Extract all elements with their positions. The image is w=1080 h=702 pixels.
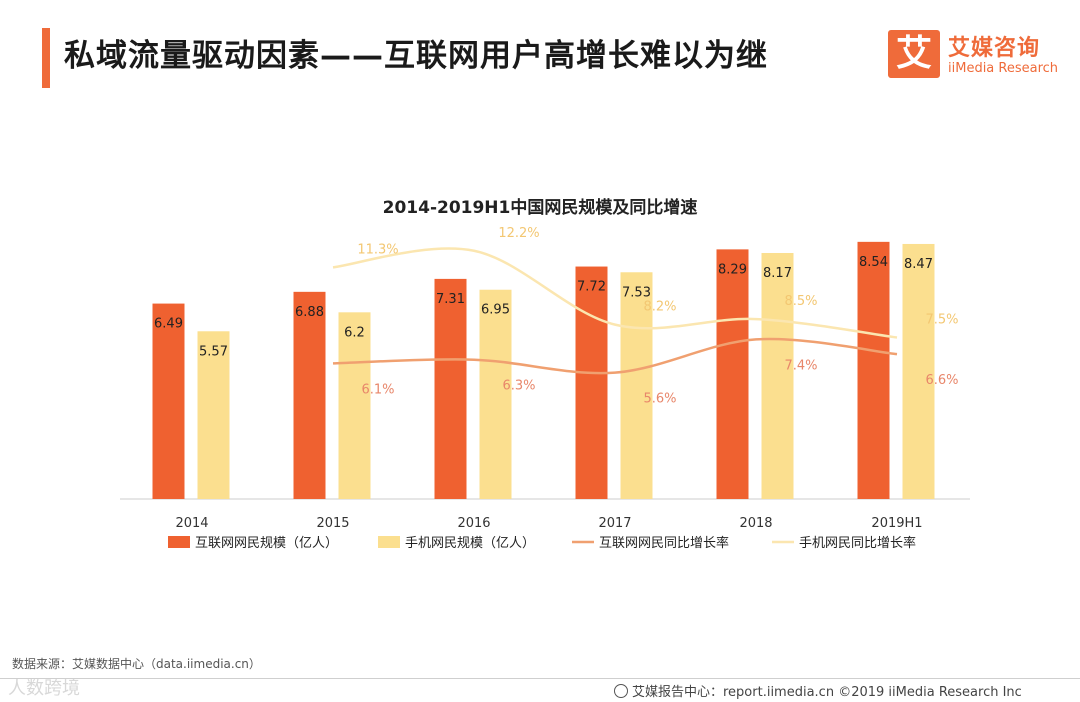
- growth-label-mobile-2019H1: 7.5%: [925, 313, 958, 328]
- footer-credit-text: 艾媒报告中心：report.iimedia.cn ©2019 iiMedia R…: [632, 685, 1022, 700]
- line-mobile-growth: [332, 247, 898, 339]
- legend-swatch-0: [168, 536, 190, 548]
- bar-mobile-2014: [197, 331, 230, 499]
- bar-internet-2019H1: [857, 241, 890, 499]
- title-accent-bar: [42, 28, 50, 88]
- bar-internet-2014: [152, 303, 185, 499]
- x-tick-2014: 2014: [175, 516, 208, 531]
- bar-internet-2018: [716, 249, 749, 499]
- data-label-mobile-2017: 7.53: [622, 285, 651, 300]
- data-label-mobile-2018: 8.17: [763, 266, 792, 281]
- growth-label-mobile-2015: 11.3%: [357, 242, 398, 257]
- bar-mobile-2016: [479, 289, 512, 499]
- data-label-mobile-2014: 5.57: [199, 344, 228, 359]
- logo-mark: 艾: [888, 30, 940, 78]
- legend-label-0: 互联网网民规模（亿人）: [195, 536, 338, 551]
- legend-label-2: 互联网网民同比增长率: [599, 535, 729, 551]
- data-label-internet-2018: 8.29: [718, 262, 747, 277]
- bar-mobile-2015: [338, 312, 371, 499]
- bar-mobile-2019H1: [902, 243, 935, 499]
- bar-internet-2017: [575, 266, 608, 499]
- footer-divider: [0, 678, 1080, 679]
- data-label-mobile-2019H1: 8.47: [904, 257, 933, 272]
- legend-label-1: 手机网民规模（亿人）: [405, 536, 535, 551]
- growth-label-mobile-2016: 12.2%: [498, 226, 539, 241]
- page-title: 私域流量驱动因素——互联网用户高增长难以为继: [64, 38, 768, 74]
- bar-mobile-2017: [620, 272, 653, 499]
- watermark: 人数跨境: [8, 678, 80, 699]
- bar-internet-2016: [434, 278, 467, 499]
- chart: 2014-2019H1中国网民规模及同比增速 6.49 6.88 7.31 7.72 8.…: [120, 197, 970, 551]
- data-source-note: 数据来源：艾媒数据中心（data.iimedia.cn）: [12, 657, 261, 671]
- x-tick-2019H1: 2019H1: [871, 516, 922, 531]
- logo-english-name: iiMedia Research: [948, 61, 1059, 76]
- growth-label-internet-2016: 6.3%: [502, 379, 535, 394]
- data-label-internet-2019H1: 8.54: [859, 255, 888, 270]
- data-label-internet-2014: 6.49: [154, 317, 183, 332]
- data-label-internet-2017: 7.72: [577, 280, 606, 295]
- footer-credit: 艾媒报告中心：report.iimedia.cn ©2019 iiMedia R…: [614, 681, 1022, 700]
- growth-label-internet-2017: 5.6%: [643, 392, 676, 407]
- x-tick-2017: 2017: [598, 516, 631, 531]
- growth-label-internet-2018: 7.4%: [784, 358, 817, 373]
- x-tick-2015: 2015: [316, 516, 349, 531]
- legend-label-3: 手机网民同比增长率: [799, 535, 916, 551]
- iimedia-logo: 艾 艾媒咨询 iiMedia Research: [888, 30, 1068, 82]
- growth-label-mobile-2017: 8.2%: [643, 300, 676, 315]
- data-label-mobile-2015: 6.2: [344, 325, 365, 340]
- bar-mobile-2018: [761, 252, 794, 499]
- growth-label-internet-2015: 6.1%: [361, 382, 394, 397]
- data-label-internet-2016: 7.31: [436, 292, 465, 307]
- logo-chinese-name: 艾媒咨询: [948, 36, 1041, 61]
- bar-internet-2015: [293, 291, 326, 499]
- x-tick-2018: 2018: [739, 516, 772, 531]
- data-label-mobile-2016: 6.95: [481, 303, 510, 318]
- line-internet-growth: [332, 337, 898, 375]
- globe-icon: [614, 684, 628, 698]
- legend-swatch-1: [378, 536, 400, 548]
- growth-label-internet-2019H1: 6.6%: [925, 373, 958, 388]
- chart-title: 2014-2019H1中国网民规模及同比增速: [383, 197, 698, 218]
- data-label-internet-2015: 6.88: [295, 305, 324, 320]
- growth-label-mobile-2018: 8.5%: [784, 294, 817, 309]
- x-tick-2016: 2016: [457, 516, 490, 531]
